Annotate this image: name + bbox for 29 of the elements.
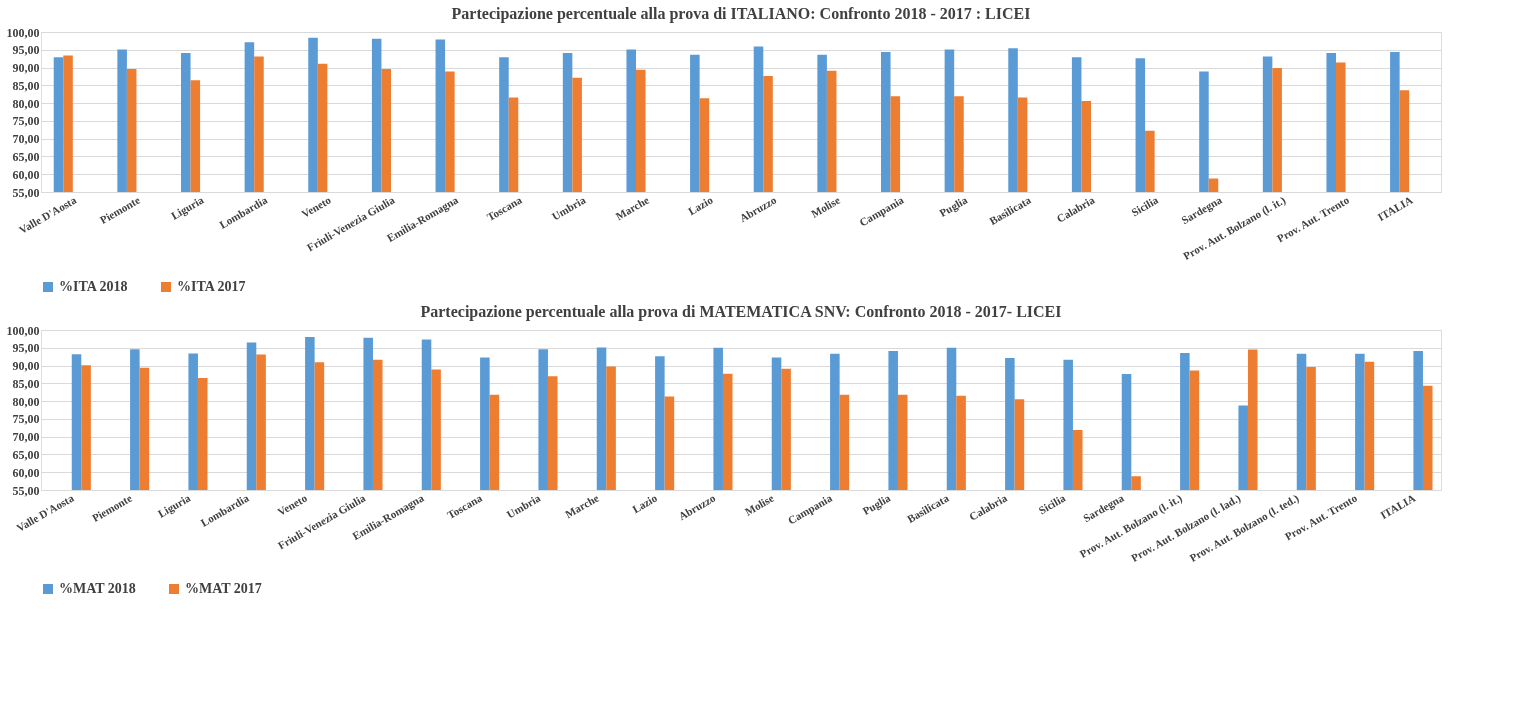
y-tick-label: 100,00 (6, 323, 40, 338)
y-tick-label: 85,00 (12, 376, 40, 391)
y-tick-label: 55,00 (12, 483, 40, 498)
y-tick-label: 85,00 (12, 78, 40, 93)
y-tick-label: 95,00 (12, 43, 40, 58)
legend-label: %ITA 2017 (177, 279, 246, 294)
y-tick-label: 70,00 (12, 430, 40, 445)
legend-label: %MAT 2017 (185, 581, 262, 596)
y-tick-label: 65,00 (12, 447, 40, 462)
y-tick-label: 75,00 (12, 412, 40, 427)
chart-title: Partecipazione percentuale alla prova di MATEMATICA SNV: Confronto 2018 - 2017- LICEI (420, 303, 1062, 321)
y-tick-label: 65,00 (12, 149, 40, 164)
y-tick-label: 90,00 (12, 61, 40, 76)
y-tick-label: 70,00 (12, 132, 40, 147)
y-tick-label: 80,00 (12, 96, 40, 111)
y-tick-label: 80,00 (12, 394, 40, 409)
y-tick-label: 60,00 (12, 167, 40, 182)
legend-label: %ITA 2018 (59, 279, 128, 294)
y-tick-label: 95,00 (12, 341, 40, 356)
y-tick-label: 75,00 (12, 114, 40, 129)
y-tick-label: 60,00 (12, 465, 40, 480)
x-tick-label: Lazio (685, 193, 716, 218)
chart-title: Partecipazione percentuale alla prova di ITALIANO: Confronto 2018 - 2017 : LICEI (451, 5, 1031, 23)
x-tick-label: Sicilia (1129, 193, 1161, 219)
y-tick-label: 100,00 (6, 25, 40, 40)
x-tick-label: Lazio (630, 491, 660, 516)
y-tick-label: 90,00 (12, 359, 40, 374)
y-tick-label: 55,00 (12, 185, 40, 200)
legend-label: %MAT 2018 (59, 581, 136, 596)
